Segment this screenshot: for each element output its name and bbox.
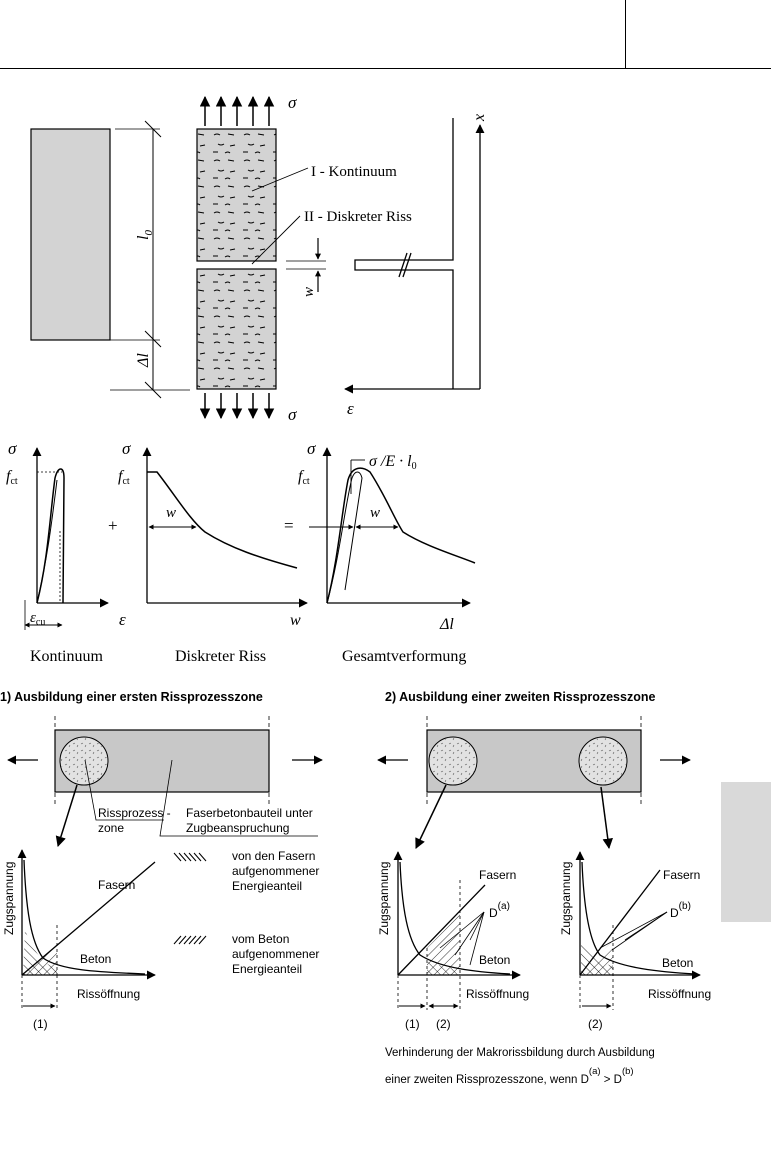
graph2-w-marker: w (166, 505, 176, 521)
hatch-legend: von den Fasern aufgenommener Energieante… (173, 849, 319, 976)
graph2-sigma: σ (122, 439, 131, 458)
process-zone-label-1: Rissprozess - (98, 806, 171, 820)
graph3-w-marker: w (370, 505, 380, 521)
graph3-sigma: σ (307, 439, 316, 458)
diagram2a-mark-2: (2) (436, 1017, 451, 1031)
graph2-fct: fct (118, 468, 130, 487)
conclusion-line-1: Verhinderung der Makrorissbildung durch … (385, 1047, 655, 1059)
heading-first-zone: 1) Ausbildung einer ersten Rissprozesszo… (0, 690, 263, 704)
diagram2b-concrete-label: Beton (662, 956, 693, 970)
diagram1-concrete-label: Beton (80, 952, 111, 966)
diagram2b-x-axis: Rissöffnung (648, 987, 711, 1001)
equals-sign: = (284, 516, 294, 535)
diagram2a-fibers-label: Fasern (479, 868, 516, 882)
crack-width-label: w (301, 287, 317, 297)
conclusion-line-2: einer zweiten Rissprozesszone, wenn D(a)… (385, 1066, 634, 1086)
diagram2b-mark-2: (2) (588, 1017, 603, 1031)
graph-discrete-crack (142, 447, 308, 608)
diagram1-mark-1: (1) (33, 1017, 48, 1031)
header-rule (0, 68, 771, 69)
diagram2a-y-axis: Zugspannung (377, 862, 391, 935)
discrete-crack-label: II - Diskreter Riss (304, 209, 412, 225)
diagram2b-y-axis: Zugspannung (559, 862, 573, 935)
diagram1-fibers-label: Fasern (98, 878, 135, 892)
graph1-sigma: σ (8, 439, 17, 458)
diagram2b-D-label: D(b) (670, 901, 691, 920)
caption-discrete-crack: Diskreter Riss (175, 648, 266, 665)
graph3-x-label: Δl (439, 616, 454, 633)
diagram-second-zone-a: Zugspannung Rissöffnung Fasern Beton D(a… (377, 851, 529, 1031)
graph2-x-label: w (290, 612, 301, 629)
diagram2a-x-axis: Rissöffnung (466, 987, 529, 1001)
diagram-second-zone-b: Zugspannung Rissöffnung Fasern Beton D(b… (559, 851, 711, 1031)
bottom-figure: 1) Ausbildung einer ersten Rissprozesszo… (0, 690, 711, 1086)
tension-arrows-top (199, 95, 275, 126)
eps-cu-label: εcu (30, 610, 45, 628)
x-axis-label: x (471, 114, 488, 122)
middle-figure: σ fct εcu ε Kontinuum + σ fct w w Diskre… (6, 439, 476, 665)
legend-concrete-2: aufgenommener (232, 947, 319, 961)
legend-fibers-3: Energieanteil (232, 879, 302, 893)
sigma-bottom-label: σ (288, 405, 297, 424)
member-label-2: Zugbeanspruchung (186, 821, 289, 835)
legend-fibers-2: aufgenommener (232, 864, 319, 878)
diagram2a-concrete-label: Beton (479, 953, 510, 967)
graph3-fct: fct (298, 468, 310, 487)
graph1-x-label: ε (119, 610, 126, 629)
formula-label: σ /E · l0 (369, 453, 417, 472)
member-label-1: Faserbetonbauteil unter (186, 806, 313, 820)
l0-label: l0 (135, 230, 155, 240)
tension-arrows-bottom (199, 393, 275, 420)
plus-sign: + (108, 516, 118, 535)
unloaded-specimen (30, 128, 111, 341)
delta-l-label: Δl (135, 353, 152, 368)
caption-continuum: Kontinuum (30, 648, 103, 665)
legend-fibers-1: von den Fasern (232, 849, 315, 863)
process-zone-label-2: zone (98, 821, 124, 835)
diagram1-x-axis: Rissöffnung (77, 987, 140, 1001)
graph1-fct: fct (6, 468, 18, 487)
caption-total-deformation: Gesamtverformung (342, 648, 466, 665)
graph-continuum (24, 447, 109, 630)
diagram2a-mark-1: (1) (405, 1017, 420, 1031)
graph-total-deformation (309, 447, 476, 608)
header-divider (625, 0, 626, 69)
strain-profile (344, 118, 485, 394)
diagram1-y-axis: Zugspannung (2, 862, 16, 935)
chapter-side-tab (721, 782, 771, 922)
continuum-label: I - Kontinuum (311, 164, 397, 180)
legend-concrete-3: Energieanteil (232, 962, 302, 976)
diagram2a-D-label: D(a) (489, 901, 510, 920)
legend-concrete-1: vom Beton (232, 932, 289, 946)
diagram2b-fibers-label: Fasern (663, 868, 700, 882)
sigma-top-label: σ (288, 93, 297, 112)
heading-second-zone: 2) Ausbildung einer zweiten Rissprozessz… (385, 690, 655, 704)
diagram-first-zone: Zugspannung Rissöffnung Fasern Beton (1) (2, 849, 156, 1031)
epsilon-label: ε (347, 399, 354, 418)
top-figure: l0 Δl σ σ I - Kontinuum II - Diskreter R… (30, 93, 488, 424)
